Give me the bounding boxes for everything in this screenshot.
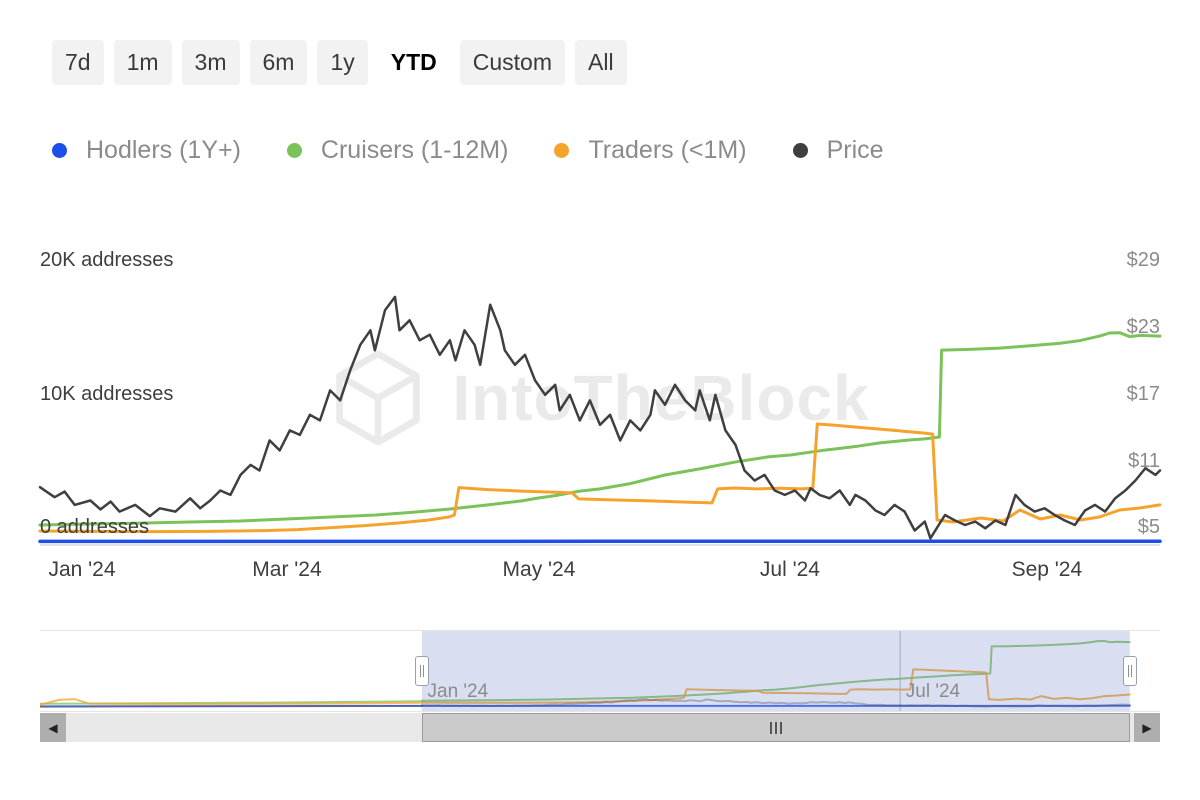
navigator-canvas [40, 631, 1131, 711]
time-range-toolbar: 7d 1m 3m 6m 1y YTD Custom All [52, 40, 627, 85]
navigator-left-handle[interactable] [414, 656, 429, 686]
price-axis-label-29: $29 [1126, 249, 1160, 271]
y-axis-label-10k-addresses: 10K addresses [40, 383, 174, 405]
legend-label-hodlers: Hodlers (1Y+) [86, 136, 241, 164]
legend-label-traders: Traders (<1M) [588, 136, 747, 164]
legend-dot-hodlers-icon [52, 143, 67, 158]
price-axis-label-5: $5 [1137, 516, 1160, 538]
legend-dot-price-icon [792, 143, 808, 158]
x-axis-label-jan: Jan '24 [48, 558, 116, 581]
scrollbar: ◀ ▶ [40, 713, 1160, 742]
legend-label-price: Price [826, 136, 884, 164]
price-axis-label-23: $23 [1126, 316, 1160, 338]
legend-dot-cruisers-icon [286, 143, 302, 158]
legend-dot-traders-icon [554, 143, 570, 158]
navigator-selected-range[interactable] [421, 631, 1130, 711]
y-axis-label-0-addresses: 0 addresses [40, 516, 149, 538]
navigator[interactable]: Jan '24 Jul '24 [40, 630, 1160, 712]
x-axis-label-mar: Mar '24 [252, 558, 322, 581]
x-axis-label-sep: Sep '24 [1011, 558, 1083, 581]
legend-item-cruisers[interactable]: Cruisers (1-12M) [286, 136, 509, 165]
legend-item-price[interactable]: Price [792, 136, 884, 165]
y-axis-label-20k-addresses: 20K addresses [40, 249, 174, 271]
range-6m-button[interactable]: 6m [249, 40, 308, 85]
navigator-series-group [40, 640, 1131, 708]
scrollbar-thumb[interactable] [421, 713, 1130, 742]
legend-label-cruisers: Cruisers (1-12M) [320, 136, 509, 164]
navigator-right-handle[interactable] [1122, 656, 1137, 686]
range-custom-button[interactable]: Custom [459, 40, 565, 85]
scroll-left-button[interactable]: ◀ [40, 713, 66, 742]
price-axis-label-17: $17 [1126, 383, 1160, 405]
scrollbar-grip-icon [769, 721, 782, 734]
range-1y-button[interactable]: 1y [317, 40, 368, 85]
price-axis-label-11: $11 [1128, 450, 1160, 472]
range-1m-button[interactable]: 1m [113, 40, 172, 85]
range-ytd-button[interactable]: YTD [377, 40, 450, 85]
chart-series-group [38, 295, 1162, 544]
range-all-button[interactable]: All [575, 40, 627, 85]
range-7d-button[interactable]: 7d [52, 40, 104, 85]
navigator-label-jul: Jul '24 [905, 681, 961, 702]
navigator-label-jan: Jan '24 [427, 681, 489, 702]
legend-item-hodlers[interactable]: Hodlers (1Y+) [52, 136, 241, 165]
x-axis-label-may: May '24 [502, 558, 576, 581]
scroll-right-button[interactable]: ▶ [1134, 713, 1160, 742]
legend-item-traders[interactable]: Traders (<1M) [554, 136, 747, 165]
legend: Hodlers (1Y+) Cruisers (1-12M) Traders (… [52, 136, 884, 165]
range-3m-button[interactable]: 3m [181, 40, 240, 85]
x-axis-label-jul: Jul '24 [759, 558, 820, 581]
main-chart-canvas[interactable] [0, 250, 1200, 560]
